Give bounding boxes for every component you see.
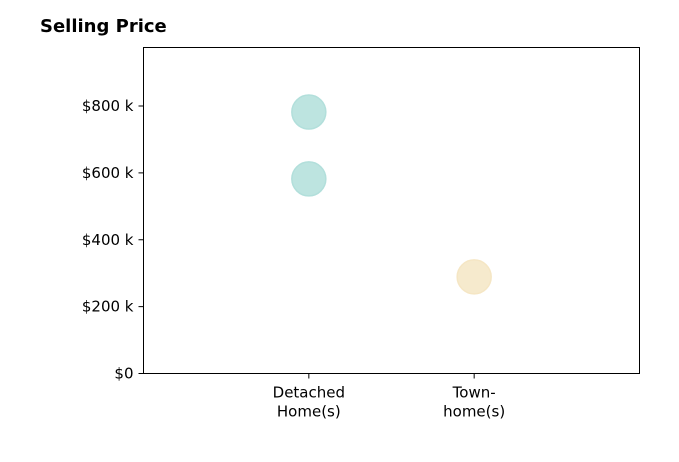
data-point [291, 94, 327, 130]
y-tick-label: $0 [114, 365, 133, 383]
data-point [456, 259, 492, 295]
plot-frame [143, 47, 640, 374]
x-tick-label: Town-home(s) [443, 384, 505, 421]
y-tick-label: $600 k [82, 164, 134, 182]
y-axis: $0 $200 k $400 k $600 k $800 k [82, 97, 144, 383]
y-tick-label: $400 k [82, 231, 134, 249]
y-tick-label: $800 k [82, 97, 134, 115]
x-axis: Detached Home(s) Town-home(s) [273, 373, 505, 421]
data-point [291, 161, 327, 197]
y-tick-label: $200 k [82, 298, 134, 316]
chart-title: Selling Price [40, 16, 167, 37]
data-points [291, 94, 492, 295]
x-tick-label: Detached Home(s) [273, 384, 345, 421]
